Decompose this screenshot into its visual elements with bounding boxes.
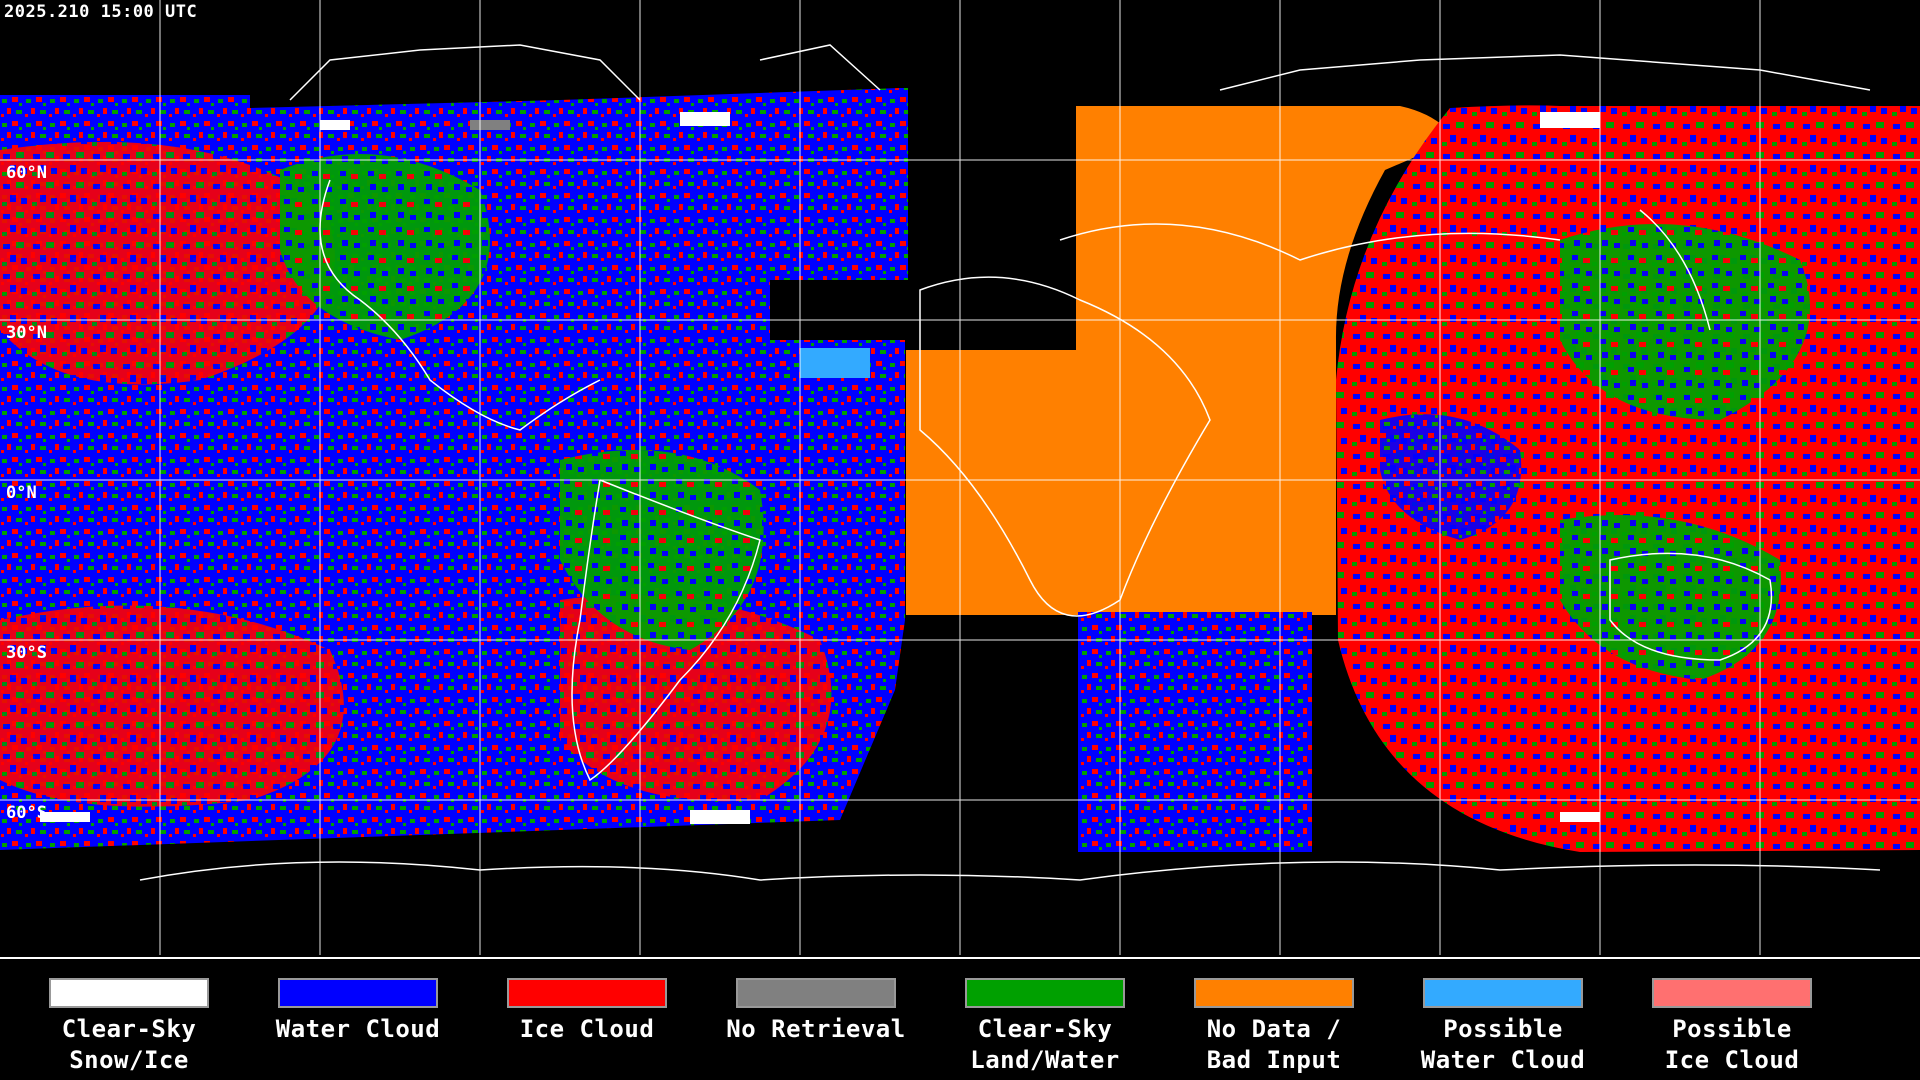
legend: Clear-Sky Snow/Ice Water Cloud Ice Cloud… <box>0 960 1920 1080</box>
western-coverage <box>0 88 908 850</box>
legend-label: Water Cloud <box>275 1015 441 1043</box>
legend-label: No Retrieval <box>726 1015 906 1043</box>
coastlines <box>139 44 1881 881</box>
timestamp-label: 2025.210 15:00 UTC <box>4 2 198 22</box>
legend-label: Clear-Sky Land/Water <box>970 1015 1120 1074</box>
legend-label: No Data / Bad Input <box>1206 1015 1342 1074</box>
legend-label: Ice Cloud <box>519 1015 655 1043</box>
legend-item-clear-land: Clear-Sky Land/Water <box>945 978 1145 1076</box>
legend-item-no-data: No Data / Bad Input <box>1174 978 1374 1076</box>
lat-label-0n: 0°N <box>6 483 37 503</box>
legend-item-ice-cloud: Ice Cloud <box>487 978 687 1045</box>
legend-item-water-cloud: Water Cloud <box>258 978 458 1045</box>
legend-item-possible-ice: Possible Ice Cloud <box>1632 978 1832 1076</box>
legend-swatch <box>49 978 209 1008</box>
no-retrieval-patch <box>470 120 510 130</box>
legend-swatch <box>1423 978 1583 1008</box>
snow-ice-patches <box>40 112 1600 824</box>
lat-label-60s: 60°S <box>6 803 47 823</box>
legend-swatch <box>507 978 667 1008</box>
graticule <box>0 0 1920 955</box>
legend-swatch <box>278 978 438 1008</box>
lat-label-30n: 30°N <box>6 323 47 343</box>
legend-swatch <box>1194 978 1354 1008</box>
legend-item-no-retrieval: No Retrieval <box>716 978 916 1045</box>
lat-label-30s: 30°S <box>6 643 47 663</box>
legend-swatch <box>965 978 1125 1008</box>
eastern-coverage <box>1336 105 1920 853</box>
legend-swatch <box>1652 978 1812 1008</box>
legend-swatch <box>736 978 896 1008</box>
legend-label: Possible Water Cloud <box>1420 1015 1586 1074</box>
lat-label-60n: 60°N <box>6 163 47 183</box>
legend-item-clear-snow: Clear-Sky Snow/Ice <box>29 978 229 1076</box>
south-atlantic-patch <box>1078 612 1312 852</box>
legend-item-possible-water: Possible Water Cloud <box>1403 978 1603 1076</box>
legend-label: Clear-Sky Snow/Ice <box>61 1015 197 1074</box>
cloud-phase-map <box>0 0 1920 959</box>
no-data-region <box>906 106 1455 615</box>
legend-label: Possible Ice Cloud <box>1664 1015 1800 1074</box>
